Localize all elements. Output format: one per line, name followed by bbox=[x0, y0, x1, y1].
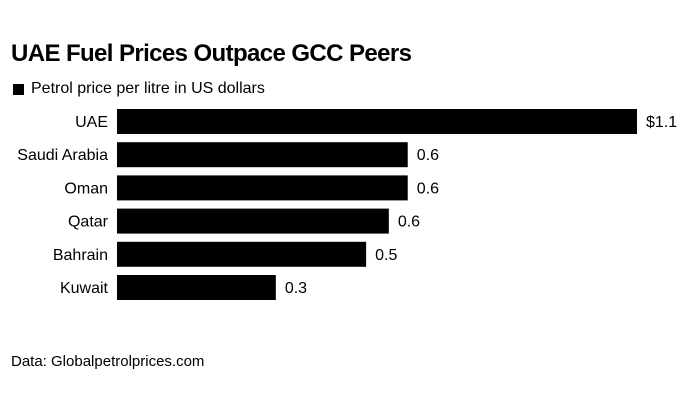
data-label: 0.5 bbox=[375, 247, 397, 264]
bar-qatar bbox=[117, 208, 389, 234]
data-label: $1.1 bbox=[646, 114, 677, 131]
bar-bahrain bbox=[117, 241, 367, 267]
bar-saudi-arabia bbox=[117, 142, 408, 168]
category-label: Saudi Arabia bbox=[17, 147, 108, 164]
category-label: Kuwait bbox=[60, 280, 109, 297]
chart-title: UAE Fuel Prices Outpace GCC Peers bbox=[11, 40, 412, 67]
category-label: UAE bbox=[75, 114, 108, 131]
bar-oman bbox=[117, 175, 408, 201]
category-label: Qatar bbox=[68, 214, 109, 231]
legend: Petrol price per litre in US dollars bbox=[13, 80, 265, 98]
data-label: 0.3 bbox=[285, 280, 307, 297]
bar-kuwait bbox=[117, 275, 276, 300]
data-label: 0.6 bbox=[398, 214, 420, 231]
category-label: Oman bbox=[64, 180, 108, 197]
data-label: 0.6 bbox=[417, 180, 439, 197]
category-label: Bahrain bbox=[53, 247, 108, 264]
legend-label: Petrol price per litre in US dollars bbox=[31, 80, 265, 97]
data-label: 0.6 bbox=[417, 147, 439, 164]
legend-swatch bbox=[13, 83, 24, 95]
bar-uae bbox=[117, 109, 637, 134]
source-note: Data: Globalpetrolprices.com bbox=[11, 353, 205, 370]
